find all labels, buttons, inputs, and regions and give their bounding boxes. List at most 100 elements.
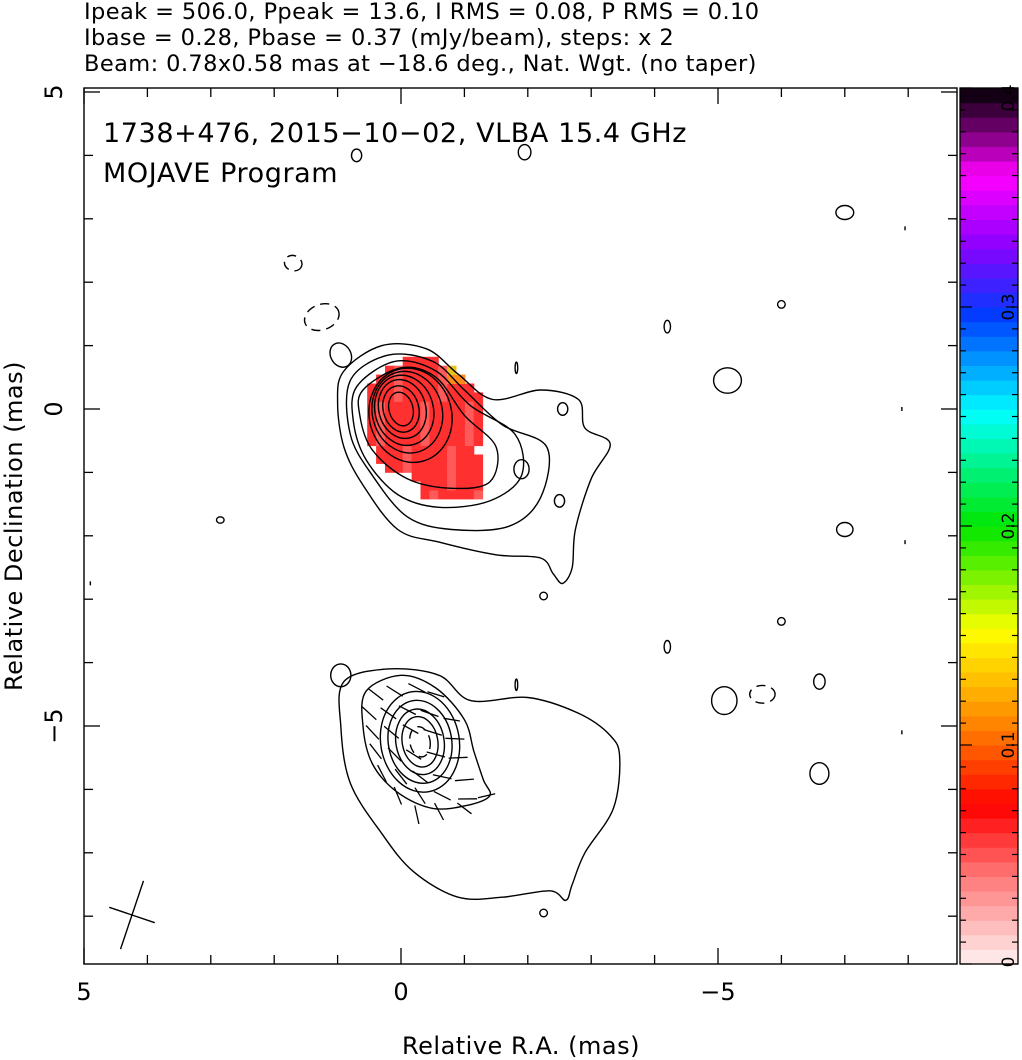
- colorbar-strip: [960, 321, 1018, 337]
- image-pixel: [447, 427, 457, 438]
- polarization-vector: [369, 743, 383, 760]
- colorbar-strip: [960, 234, 1018, 250]
- image-pixel: [464, 419, 475, 429]
- image-pixel: [411, 392, 421, 402]
- colorbar-strip: [960, 803, 1018, 819]
- polarization-vector: [427, 691, 445, 698]
- colorbar: 0 0.1 0.2 0.3 0.4: [959, 84, 1019, 967]
- image-pixel: [420, 445, 430, 455]
- colorbar-strip: [960, 905, 1018, 921]
- image-pixel: [438, 401, 448, 411]
- x-tick-label: 0: [393, 978, 408, 1006]
- contour-level: [377, 378, 427, 440]
- header-line-1: Ipeak = 506.0, Ppeak = 13.6, I RMS = 0.0…: [84, 0, 760, 25]
- image-pixel: [376, 401, 386, 411]
- contour-level: [382, 385, 420, 433]
- colorbar-strip: [960, 131, 1018, 147]
- colorbar-strip: [960, 599, 1018, 615]
- image-pixel: [456, 410, 466, 420]
- image-pixel: [473, 472, 484, 482]
- image-pixel: [420, 490, 430, 500]
- polarization-vector: [398, 705, 417, 716]
- image-pixel: [393, 419, 404, 429]
- colorbar-strip: [960, 526, 1018, 542]
- x-tick-label: 5: [76, 978, 91, 1006]
- image-pixel: [429, 490, 439, 500]
- contour-level: [776, 616, 786, 626]
- image-pixel: [411, 401, 421, 411]
- image-pixel: [402, 419, 413, 429]
- image-pixel: [473, 436, 484, 447]
- contour-level: [539, 591, 549, 601]
- image-pixel: [420, 356, 430, 367]
- image-pixel: [464, 481, 475, 491]
- image-pixel: [411, 410, 421, 420]
- polarization-vector: [408, 683, 426, 693]
- image-pixel: [456, 383, 466, 393]
- colorbar-strip: [960, 102, 1018, 118]
- contour-level: [514, 361, 519, 375]
- polarization-vector: [414, 787, 426, 805]
- colorbar-tick-label: 0.3: [999, 293, 1019, 320]
- image-pixel: [464, 490, 475, 500]
- contour-level: [215, 516, 225, 524]
- contour-level: [329, 342, 353, 368]
- colorbar-strip: [960, 204, 1018, 220]
- image-pixel: [438, 419, 448, 429]
- contour-level: [303, 303, 340, 332]
- contour-level: [813, 673, 826, 690]
- image-pixel: [393, 401, 404, 411]
- colorbar-strip: [960, 672, 1018, 688]
- colorbar-strip: [960, 248, 1018, 264]
- intensity-contours: [89, 143, 906, 918]
- polarization-vector: [432, 774, 452, 780]
- polarization-vector: [420, 709, 439, 718]
- image-pixel: [420, 463, 430, 473]
- colorbar-strip: [960, 730, 1018, 746]
- image-pixel: [473, 490, 484, 500]
- image-pixel: [402, 401, 413, 411]
- colorbar-strip: [960, 409, 1018, 425]
- plot-title: 1738+476, 2015−10−02, VLBA 15.4 GHz: [103, 118, 687, 149]
- image-pixel: [420, 410, 430, 420]
- colorbar-strip: [960, 394, 1018, 410]
- polarization-vector: [433, 790, 451, 801]
- image-pixel: [456, 454, 466, 464]
- image-pixel: [438, 365, 448, 376]
- image-pixel: [385, 445, 395, 455]
- contour-level: [345, 353, 551, 532]
- y-tick-label: −5: [40, 708, 68, 743]
- colorbar-strip: [960, 715, 1018, 731]
- image-pixel: [429, 445, 439, 455]
- contour-level: [329, 663, 352, 688]
- beam-minor-axis: [109, 906, 155, 924]
- image-pixel: [447, 490, 457, 500]
- contour-level: [350, 148, 363, 163]
- image-pixel: [429, 392, 439, 402]
- image-pixel: [473, 401, 484, 411]
- colorbar-strip: [960, 759, 1018, 775]
- colorbar-strip: [960, 482, 1018, 498]
- image-pixel: [420, 481, 430, 491]
- colorbar-strip: [960, 920, 1018, 936]
- contour-level: [809, 762, 830, 786]
- polarization-vector: [448, 756, 468, 759]
- image-pixel: [456, 419, 466, 429]
- polarization-vector: [456, 802, 472, 815]
- polarization-vector: [394, 768, 408, 785]
- colorbar-tick-label: 0.1: [999, 731, 1019, 758]
- contour-level: [776, 299, 786, 309]
- image-pixel: [456, 436, 466, 447]
- polarization-vector: [443, 717, 461, 722]
- polarization-vector: [414, 805, 420, 825]
- image-pixel: [473, 463, 484, 473]
- image-pixel: [429, 427, 439, 438]
- axis-ticks: [83, 88, 957, 964]
- image-pixel: [473, 410, 484, 420]
- image-pixel: [456, 463, 466, 473]
- image-pixel: [429, 419, 439, 429]
- image-pixel: [385, 374, 395, 384]
- contour-level: [749, 684, 776, 704]
- image-pixel: [456, 427, 466, 438]
- image-pixel: [464, 427, 475, 438]
